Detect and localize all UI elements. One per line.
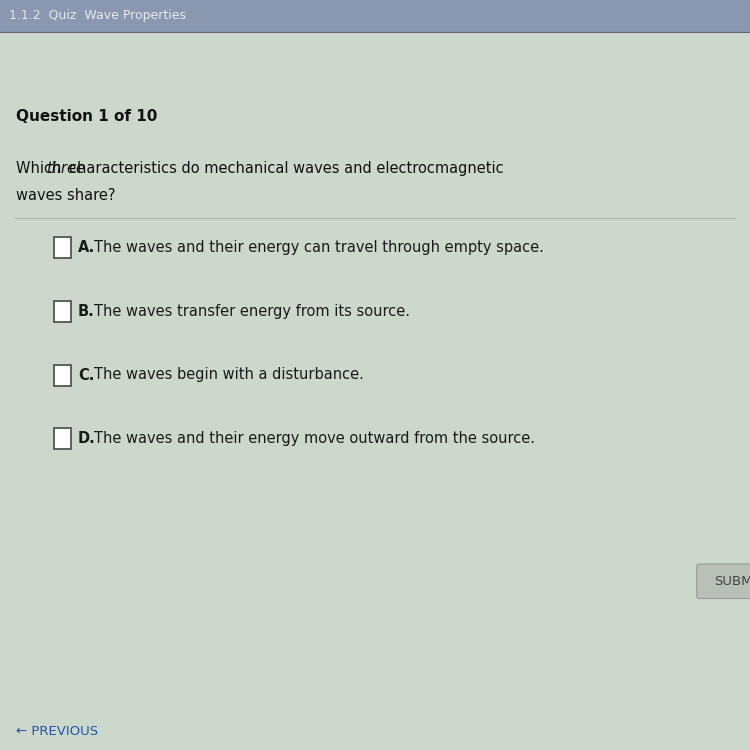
Text: Which: Which <box>16 161 67 176</box>
Text: A.: A. <box>78 240 95 255</box>
Text: D.: D. <box>78 431 96 446</box>
Text: B.: B. <box>78 304 94 319</box>
Text: The waves and their energy can travel through empty space.: The waves and their energy can travel th… <box>94 240 544 255</box>
FancyBboxPatch shape <box>54 428 70 449</box>
Text: three: three <box>46 161 86 176</box>
Text: Question 1 of 10: Question 1 of 10 <box>16 109 158 124</box>
Text: SUBMI: SUBMI <box>714 574 750 588</box>
Bar <box>0 0 750 32</box>
Text: C.: C. <box>78 368 94 382</box>
Text: waves share?: waves share? <box>16 188 116 202</box>
Text: The waves and their energy move outward from the source.: The waves and their energy move outward … <box>94 431 536 446</box>
Text: characteristics do mechanical waves and electrocmagnetic: characteristics do mechanical waves and … <box>69 161 504 176</box>
FancyBboxPatch shape <box>54 364 70 386</box>
Text: 1.1.2  Quiz  Wave Properties: 1.1.2 Quiz Wave Properties <box>9 9 186 22</box>
Text: ← PREVIOUS: ← PREVIOUS <box>16 724 99 738</box>
FancyBboxPatch shape <box>697 564 750 598</box>
Text: The waves transfer energy from its source.: The waves transfer energy from its sourc… <box>94 304 410 319</box>
FancyBboxPatch shape <box>54 237 70 258</box>
Text: The waves begin with a disturbance.: The waves begin with a disturbance. <box>94 368 364 382</box>
FancyBboxPatch shape <box>54 301 70 322</box>
